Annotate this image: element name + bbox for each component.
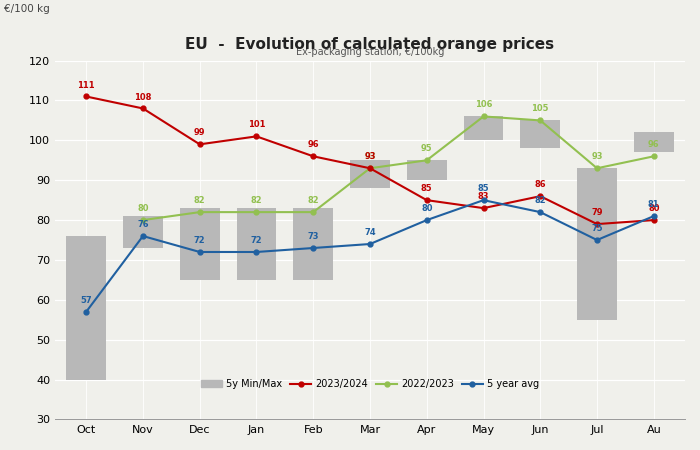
Bar [180,208,220,280]
Legend: 5y Min/Max, 2023/2024, 2022/2023, 5 year avg: 5y Min/Max, 2023/2024, 2022/2023, 5 year… [197,375,543,393]
Text: 96: 96 [307,140,319,149]
Text: 85: 85 [421,184,433,193]
Text: 81: 81 [648,200,659,209]
Text: 93: 93 [364,152,376,161]
Text: 82: 82 [194,196,206,205]
Text: 80: 80 [137,204,148,213]
Text: 99: 99 [194,128,206,137]
Text: €/100 kg: €/100 kg [4,4,49,14]
Bar [463,117,503,140]
Bar [237,208,276,280]
Bar [634,132,673,152]
Text: 80: 80 [421,204,433,213]
Text: Ex-packaging station, €/100kg: Ex-packaging station, €/100kg [296,47,444,57]
Text: 82: 82 [535,196,546,205]
Text: 105: 105 [531,104,549,113]
Bar [407,160,447,180]
Bar [350,160,390,188]
Bar [578,168,617,320]
Text: 108: 108 [134,93,152,102]
Text: 86: 86 [535,180,546,189]
Text: 79: 79 [592,208,603,217]
Text: 106: 106 [475,100,492,109]
Text: 101: 101 [248,121,265,130]
Text: 74: 74 [364,228,376,237]
Text: 73: 73 [307,232,319,241]
Text: 75: 75 [592,224,603,233]
Title: EU  -  Evolution of calculated orange prices: EU - Evolution of calculated orange pric… [186,37,554,53]
Text: 82: 82 [307,196,319,205]
Bar [66,236,106,379]
Bar [293,208,333,280]
Text: 82: 82 [251,196,262,205]
Text: 93: 93 [592,152,603,161]
Text: 72: 72 [251,236,262,245]
Text: 95: 95 [421,144,433,153]
Bar [520,121,560,148]
Text: 96: 96 [648,140,659,149]
Text: 85: 85 [477,184,489,193]
Text: 83: 83 [478,192,489,201]
Text: 80: 80 [648,204,659,213]
Text: 93: 93 [364,152,376,161]
Text: 72: 72 [194,236,206,245]
Text: 57: 57 [80,296,92,305]
Text: 111: 111 [78,81,95,90]
Bar [123,216,163,248]
Text: 76: 76 [137,220,149,229]
